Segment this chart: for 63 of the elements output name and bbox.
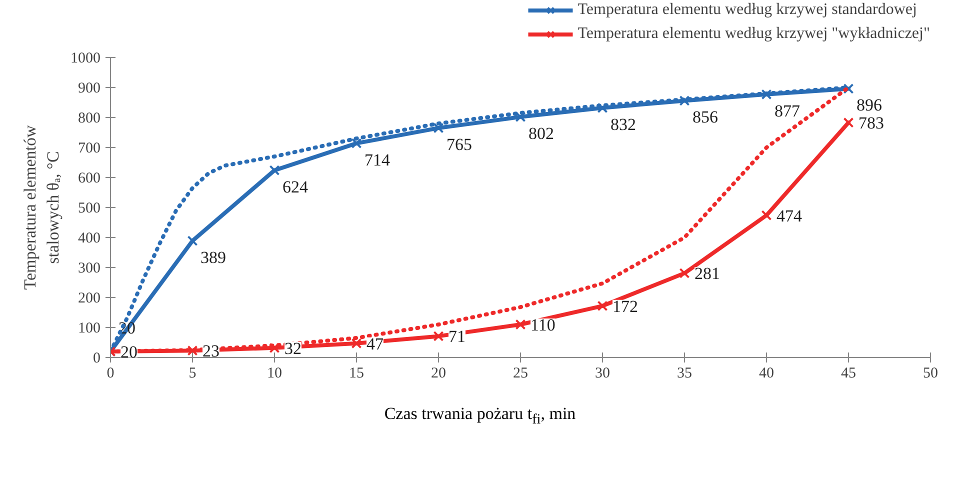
y-tick-label: 400	[78, 230, 100, 246]
data-label: 20	[120, 342, 138, 362]
data-label: 47	[366, 334, 384, 354]
y-tick-label: 1000	[70, 50, 100, 66]
point	[843, 117, 854, 128]
data-label: 896	[856, 96, 882, 115]
data-label: 32	[284, 338, 302, 358]
point	[761, 210, 772, 221]
data-label: 281	[694, 264, 720, 284]
point	[843, 83, 854, 94]
point	[761, 89, 772, 100]
data-label: 23	[202, 342, 220, 361]
data-label: 624	[282, 177, 308, 196]
x-tick-label: 15	[349, 366, 364, 382]
point	[351, 138, 362, 149]
legend-label: Temperatura elementu według krzywej standardowej	[578, 1, 917, 19]
point	[597, 300, 608, 312]
x-tick-label: 5	[188, 366, 196, 382]
y-tick-label: 0	[93, 350, 100, 366]
point	[351, 338, 362, 349]
y-tick-label: 500	[78, 200, 100, 216]
x-tick-label: 0	[106, 366, 114, 382]
data-label: 783	[858, 114, 884, 133]
y-axis-title: Temperatura elementów stalowych θₐ, °C	[20, 124, 62, 290]
x-tick-label: 35	[677, 366, 692, 382]
x-tick-label: 10	[267, 366, 282, 382]
y-tick-label: 700	[78, 140, 100, 156]
data-label: 110	[530, 316, 556, 334]
data-label: 832	[610, 114, 636, 134]
legend-label: Temperatura elementu według krzywej "wykładniczej"	[578, 25, 930, 43]
y-tick-label: 300	[78, 260, 100, 276]
point	[269, 342, 280, 354]
data-label: 856	[692, 108, 718, 127]
x-tick-label: 25	[513, 366, 528, 382]
point	[679, 268, 690, 278]
data-label: 474	[776, 206, 802, 226]
y-tick-label: 600	[78, 170, 100, 186]
data-label: 877	[774, 101, 800, 120]
point	[597, 102, 608, 114]
data-label: 714	[364, 150, 390, 170]
data-label: 802	[528, 124, 554, 143]
y-tick-label: 100	[78, 320, 100, 336]
x-axis-title: Czas trwania pożaru t$_{fi}$, min	[384, 403, 576, 430]
x-tick-label: 40	[759, 366, 774, 382]
point	[679, 95, 690, 106]
data-label: 765	[446, 135, 472, 154]
y-tick-label: 200	[78, 290, 100, 306]
x-tick-label: 20	[431, 366, 446, 382]
point	[433, 122, 444, 134]
point	[515, 319, 526, 330]
point	[515, 112, 526, 122]
data-label: 172	[612, 296, 638, 316]
point	[269, 165, 280, 176]
y-tick-label: 900	[78, 80, 100, 96]
point	[187, 236, 198, 246]
x-tick-label: 50	[923, 366, 938, 382]
x-tick-label: 30	[595, 366, 610, 382]
data-label: 389	[200, 248, 226, 267]
point	[187, 345, 198, 356]
point	[433, 330, 444, 342]
x-tick-label: 45	[841, 366, 856, 382]
y-tick-label: 800	[78, 110, 100, 126]
data-label: 71	[448, 327, 466, 346]
